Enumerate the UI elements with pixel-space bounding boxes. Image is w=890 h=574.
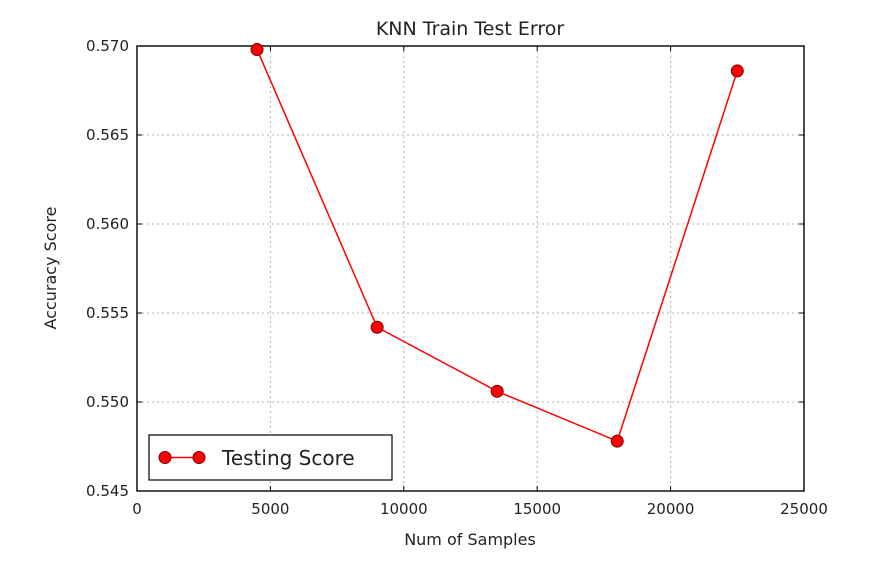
legend: Testing Score [148, 434, 393, 481]
y-tick-labels: 0.545 0.550 0.555 0.560 0.565 0.570 [86, 37, 129, 500]
chart-title: KNN Train Test Error [376, 18, 565, 40]
y-tick-label: 0.550 [86, 393, 129, 411]
x-tick-label: 25000 [780, 500, 828, 518]
y-tick-label: 0.565 [86, 126, 129, 144]
data-point [610, 434, 624, 448]
legend-marker [158, 451, 172, 464]
plot-frame [136, 45, 805, 492]
y-tick-label: 0.545 [86, 482, 129, 500]
y-axis-label: Accuracy Score [41, 207, 60, 330]
x-tick-labels: 0 5000 10000 15000 20000 25000 [132, 500, 828, 518]
axis-ticks [136, 45, 805, 492]
data-point [370, 320, 384, 334]
x-axis-label: Num of Samples [404, 530, 536, 549]
x-tick-label: 10000 [380, 500, 428, 518]
y-tick-label: 0.555 [86, 304, 129, 322]
x-tick-label: 5000 [251, 500, 289, 518]
legend-label: Testing Score [221, 446, 355, 470]
x-tick-label: 0 [132, 500, 142, 518]
y-tick-label: 0.560 [86, 215, 129, 233]
grid-lines [137, 46, 804, 491]
data-point [730, 64, 744, 78]
data-point [490, 384, 504, 398]
x-tick-label: 20000 [647, 500, 695, 518]
y-tick-label: 0.570 [86, 37, 129, 55]
legend-marker [192, 451, 206, 464]
series-layer [250, 43, 744, 448]
series-line [256, 49, 739, 443]
x-tick-label: 15000 [513, 500, 561, 518]
data-point [250, 43, 264, 57]
